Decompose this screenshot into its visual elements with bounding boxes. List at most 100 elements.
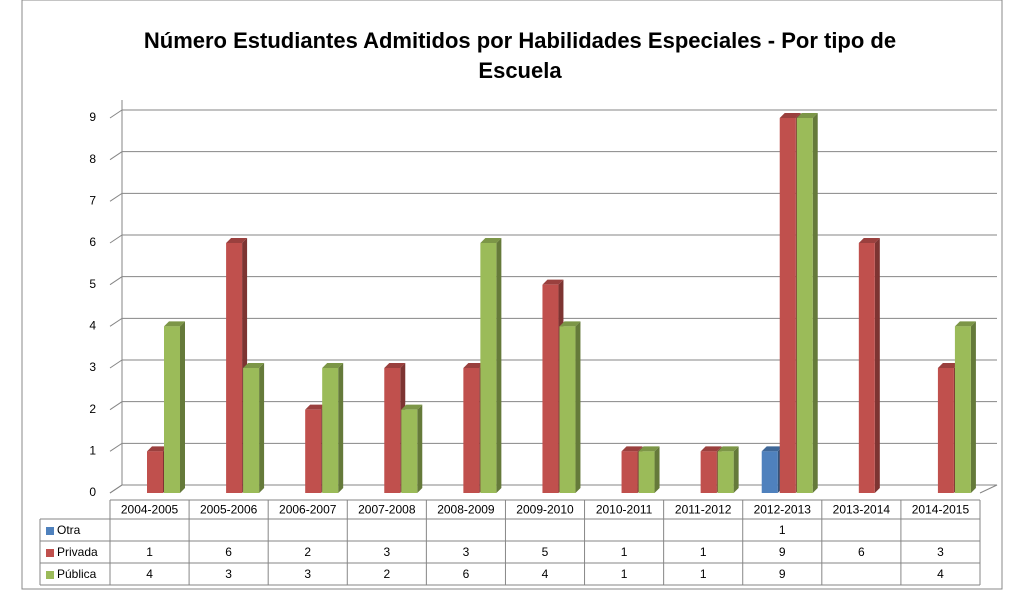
- bar-top: [779, 113, 801, 118]
- y-tick-label: 7: [89, 194, 96, 208]
- bar-side: [733, 446, 739, 493]
- bar: [226, 243, 243, 493]
- table-value: 1: [700, 545, 707, 559]
- table-value: 1: [779, 523, 786, 537]
- legend-swatch: [46, 571, 54, 579]
- bar: [322, 368, 339, 493]
- bar: [559, 326, 576, 493]
- bar-top: [322, 363, 344, 368]
- bar-top: [243, 363, 265, 368]
- bar-top: [147, 446, 168, 452]
- y-tick-label: 3: [89, 360, 96, 374]
- y-tick-label: 0: [89, 485, 96, 499]
- bar-top: [164, 321, 185, 327]
- bar-side: [874, 238, 880, 493]
- legend-label: Pública: [57, 567, 97, 581]
- x-tick-label: 2012-2013: [754, 503, 812, 517]
- table-value: 5: [542, 545, 549, 559]
- table-grid: [39, 499, 980, 586]
- table-value: 1: [146, 545, 153, 559]
- bar: [463, 368, 480, 493]
- table-value: 6: [858, 545, 865, 559]
- bar-top: [954, 321, 976, 327]
- bar-side: [496, 238, 502, 493]
- bar-top: [638, 446, 660, 452]
- bar-top: [761, 446, 783, 452]
- x-tick-label: 2006-2007: [279, 503, 337, 517]
- bar-top: [559, 321, 581, 327]
- bar: [480, 243, 497, 493]
- bar-top: [480, 238, 502, 243]
- grid-line: [109, 192, 997, 202]
- x-tick-label: 2005-2006: [200, 503, 258, 517]
- bar: [638, 451, 655, 493]
- x-tick-label: 2007-2008: [358, 503, 416, 517]
- bar-side: [338, 363, 344, 493]
- grid-line: [109, 401, 997, 411]
- bar-top: [858, 238, 880, 243]
- table-value: 6: [463, 567, 470, 581]
- y-tick-label: 6: [89, 235, 96, 249]
- bar-side: [970, 321, 976, 493]
- table-value: 4: [937, 567, 944, 581]
- table-value: 1: [700, 567, 707, 581]
- table-value: 2: [304, 545, 311, 559]
- bar: [305, 409, 322, 493]
- grid-line: [109, 109, 997, 119]
- grid-line: [109, 359, 997, 369]
- table-value: 9: [779, 567, 786, 581]
- bar: [384, 368, 401, 493]
- grid-line: [109, 276, 997, 286]
- bar-top: [401, 404, 423, 410]
- bar: [858, 243, 875, 493]
- table-value: 4: [542, 567, 549, 581]
- table-value: 3: [304, 567, 311, 581]
- x-tick-label: 2014-2015: [912, 503, 970, 517]
- table-value: 9: [779, 545, 786, 559]
- y-tick-label: 1: [89, 444, 96, 458]
- bar-side: [180, 321, 185, 493]
- bar-side: [812, 113, 818, 493]
- bar-top: [796, 113, 818, 118]
- legend-label: Privada: [57, 545, 98, 559]
- table-value: 4: [146, 567, 153, 581]
- x-tick-label: 2013-2014: [833, 503, 891, 517]
- bar: [147, 451, 163, 493]
- bar-top: [937, 363, 959, 368]
- table-value: 2: [383, 567, 390, 581]
- y-tick-label: 9: [89, 110, 96, 124]
- x-tick-label: 2010-2011: [596, 503, 653, 517]
- table-value: 1: [621, 545, 628, 559]
- grid-line: [109, 151, 997, 161]
- grid-line: [109, 234, 997, 244]
- bar-top: [542, 279, 564, 285]
- table-value: 3: [225, 567, 232, 581]
- bar-side: [654, 446, 660, 493]
- bar: [779, 118, 796, 493]
- bar-side: [417, 404, 423, 493]
- x-tick-label: 2011-2012: [675, 503, 732, 517]
- x-tick-label: 2008-2009: [437, 503, 495, 517]
- bar-top: [463, 363, 485, 368]
- table-value: 1: [621, 567, 628, 581]
- bar: [937, 368, 954, 493]
- bar-top: [305, 404, 327, 410]
- grid-line: [109, 317, 997, 327]
- table-value: 3: [383, 545, 390, 559]
- bar: [621, 451, 638, 493]
- bar: [717, 451, 734, 493]
- grid-line: [109, 442, 997, 452]
- bar-top: [717, 446, 739, 452]
- bar: [796, 118, 813, 493]
- bar-top: [621, 446, 643, 452]
- bar: [700, 451, 717, 493]
- bar: [164, 326, 180, 493]
- x-tick-label: 2009-2010: [516, 503, 574, 517]
- y-tick-label: 4: [89, 319, 96, 333]
- bar: [542, 284, 559, 493]
- bar-side: [575, 321, 581, 493]
- bar-side: [259, 363, 265, 493]
- bar: [761, 451, 778, 493]
